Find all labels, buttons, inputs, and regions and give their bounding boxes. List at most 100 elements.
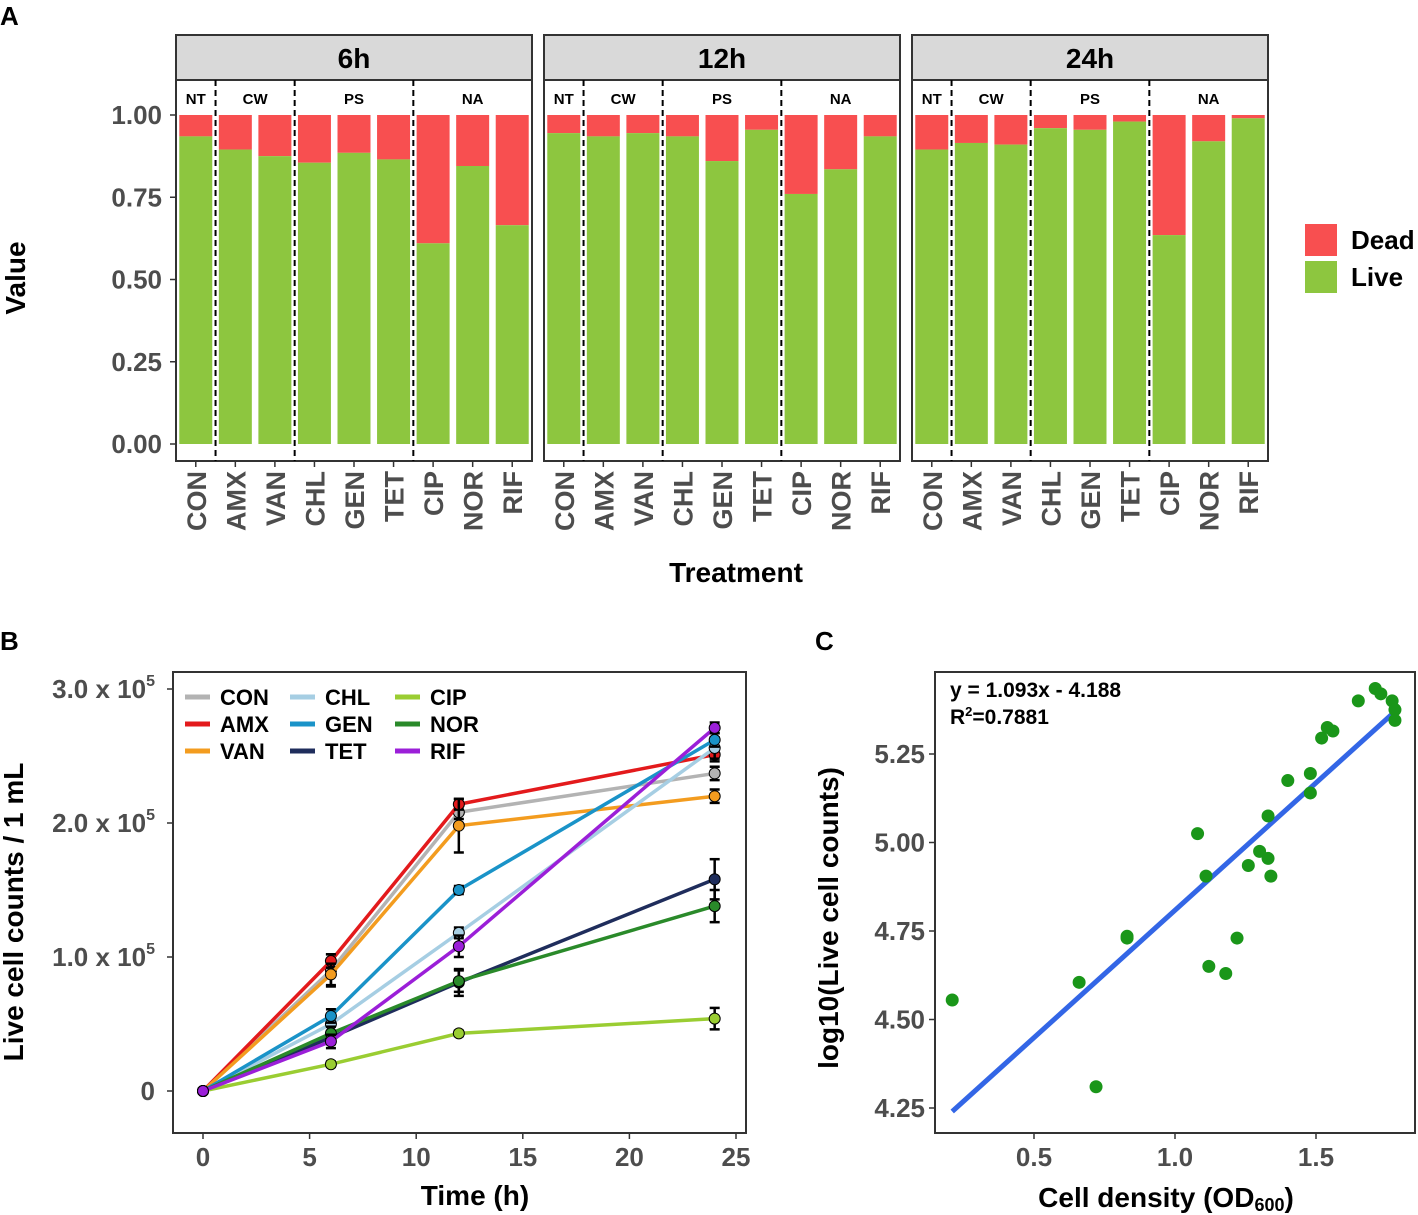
panel-label-b: B bbox=[0, 626, 19, 656]
facet-strip bbox=[911, 34, 1269, 81]
legend-swatch-dead bbox=[1305, 224, 1337, 256]
facet-title: 24h bbox=[1066, 43, 1114, 74]
group-label-NA: NA bbox=[1198, 91, 1220, 108]
group-label-NT: NT bbox=[186, 91, 206, 108]
scatter-point bbox=[1241, 859, 1255, 873]
scatter-point bbox=[1326, 724, 1340, 738]
a-xtick-label: CHL bbox=[300, 471, 330, 527]
panel-a-stacked-bar-chart: 0.00 0.25 0.50 0.75 1.00 Value Treatment 6h CON A… bbox=[0, 34, 1415, 588]
scatter-point bbox=[1120, 931, 1134, 945]
bar-live-TET bbox=[1113, 121, 1147, 444]
legend-label-gen: GEN bbox=[325, 712, 373, 737]
facet-24h: 24h CON AMX VAN CHL GEN TET CIP NOR RIF NT CW PS NA bbox=[911, 34, 1269, 531]
series-line-van bbox=[201, 794, 715, 1093]
scatter-point bbox=[1202, 959, 1216, 973]
group-label-CW: CW bbox=[611, 91, 637, 108]
a-xtick-label: NOR bbox=[827, 471, 857, 531]
scatter-point bbox=[1261, 809, 1275, 823]
a-xtick-label: AMX bbox=[589, 471, 619, 531]
bar-live-VAN bbox=[994, 144, 1028, 445]
series-line-nor bbox=[202, 904, 716, 1093]
a-xtick-label: GEN bbox=[340, 471, 370, 530]
bar-dead-CON bbox=[547, 115, 581, 134]
a-legend: Dead Live bbox=[1305, 224, 1415, 293]
data-point-van bbox=[324, 968, 337, 981]
data-point-rif bbox=[197, 1085, 209, 1097]
a-ytick-label: 0.00 bbox=[111, 429, 162, 459]
bar-dead-AMX bbox=[954, 115, 988, 143]
group-label-PS: PS bbox=[344, 91, 364, 108]
scatter-point bbox=[1281, 774, 1295, 788]
bar-dead-CHL bbox=[665, 115, 699, 137]
legend-label-tet: TET bbox=[325, 739, 367, 764]
scatter-point bbox=[1072, 975, 1086, 989]
facet-6h: 6h CON AMX VAN CHL GEN TET CIP NOR RIF NT CW PS NA bbox=[175, 34, 533, 531]
a-xtick-label: CON bbox=[918, 471, 948, 531]
data-point-tet bbox=[708, 873, 721, 886]
bar-dead-CHL bbox=[297, 115, 331, 163]
bar-live-NOR bbox=[1192, 141, 1226, 444]
bar-live-TET bbox=[745, 129, 779, 444]
data-point-rif bbox=[708, 721, 721, 734]
bar-live-VAN bbox=[626, 133, 660, 444]
group-label-NA: NA bbox=[830, 91, 852, 108]
data-point-gen bbox=[708, 733, 721, 746]
series-line-cip bbox=[202, 1016, 715, 1093]
legend-label-live: Live bbox=[1351, 262, 1403, 292]
a-xtick-label: RIF bbox=[866, 471, 896, 515]
group-label-PS: PS bbox=[712, 91, 732, 108]
bar-dead-GEN bbox=[337, 115, 371, 153]
bar-dead-TET bbox=[377, 115, 411, 160]
a-ytick-label: 0.50 bbox=[111, 265, 162, 295]
data-point-cip bbox=[324, 1058, 337, 1071]
a-xtick-label: GEN bbox=[708, 471, 738, 530]
b-x-axis-title: Time (h) bbox=[421, 1180, 529, 1211]
legend-label-van: VAN bbox=[220, 739, 265, 764]
bar-live-RIF bbox=[495, 225, 529, 444]
group-label-PS: PS bbox=[1080, 91, 1100, 108]
scatter-point bbox=[1089, 1080, 1103, 1094]
scatter-point bbox=[1261, 851, 1275, 865]
b-xtick-label: 10 bbox=[402, 1142, 431, 1172]
bar-live-NOR bbox=[456, 165, 490, 444]
a-xtick-label: CON bbox=[182, 471, 212, 531]
r-squared: R2=0.7881 bbox=[950, 704, 1049, 729]
b-xtick-label: 15 bbox=[508, 1142, 537, 1172]
a-xtick-label: RIF bbox=[498, 471, 528, 515]
c-ytick-label: 5.00 bbox=[874, 828, 925, 858]
bar-live-CHL bbox=[297, 162, 331, 444]
a-xtick-label: CIP bbox=[1155, 471, 1185, 516]
a-xtick-label: CIP bbox=[787, 471, 817, 516]
bar-dead-RIF bbox=[863, 115, 897, 137]
bar-live-RIF bbox=[863, 136, 897, 444]
bar-live-GEN bbox=[1073, 129, 1107, 444]
bar-dead-VAN bbox=[626, 115, 660, 134]
data-point-rif bbox=[324, 1035, 337, 1048]
bar-live-GEN bbox=[705, 161, 739, 444]
bar-live-CON bbox=[547, 133, 581, 444]
scatter-point bbox=[1388, 713, 1402, 727]
series-rif bbox=[197, 721, 721, 1097]
bar-dead-CON bbox=[915, 115, 949, 150]
bar-dead-CIP bbox=[1152, 115, 1186, 236]
scatter-point bbox=[1219, 966, 1233, 980]
bar-live-GEN bbox=[337, 152, 371, 444]
a-xtick-label: RIF bbox=[1234, 471, 1264, 515]
bar-live-CON bbox=[179, 136, 213, 444]
bar-live-CIP bbox=[1152, 235, 1186, 444]
scatter-point bbox=[1374, 687, 1388, 701]
data-point-cip bbox=[452, 1027, 465, 1040]
a-ytick-label: 1.00 bbox=[111, 100, 162, 130]
a-xtick-label: CIP bbox=[419, 471, 449, 516]
a-xtick-label: AMX bbox=[221, 471, 251, 531]
regression-line bbox=[950, 709, 1397, 1114]
bar-live-TET bbox=[377, 159, 411, 445]
a-xtick-label: NOR bbox=[459, 471, 489, 531]
bar-dead-GEN bbox=[1073, 115, 1107, 130]
panel-c-scatter-chart: 0.5 1.0 1.5 4.25 4.50 4.75 5.00 5.25 log10(Live … bbox=[813, 671, 1416, 1215]
scatter-point bbox=[1303, 766, 1317, 780]
facet-title: 6h bbox=[338, 43, 371, 74]
group-label-CW: CW bbox=[979, 91, 1005, 108]
bar-live-VAN bbox=[258, 156, 292, 444]
